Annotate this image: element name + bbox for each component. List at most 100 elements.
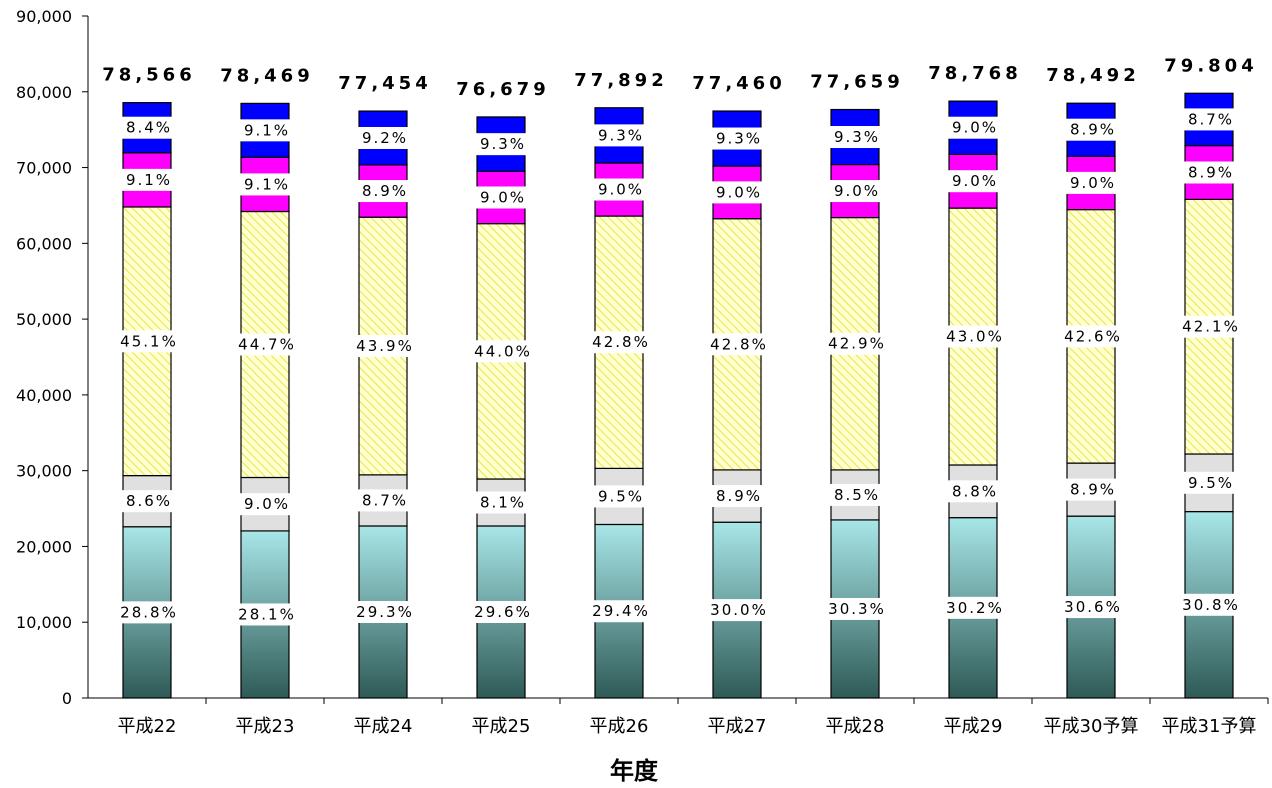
pct-label-bg: [107, 490, 187, 513]
pct-label: 9.1%: [244, 175, 290, 193]
total-label: 78,768: [928, 63, 1021, 84]
pct-label-bg: [697, 127, 777, 150]
pct-label: 43.9%: [356, 337, 414, 355]
pct-label-bg: [225, 603, 305, 626]
pct-label: 28.8%: [120, 603, 178, 621]
pct-label: 43.0%: [946, 328, 1004, 346]
pct-label-bg: [107, 601, 187, 624]
pct-label-bg: [1051, 171, 1131, 194]
pct-label-bg: [461, 491, 541, 514]
pct-label: 42.1%: [1182, 318, 1240, 336]
pct-label-bg: [579, 178, 659, 201]
x-tick-label: 平成25: [472, 716, 531, 737]
pct-label: 9.0%: [952, 119, 998, 137]
pct-label-bg: [697, 333, 777, 356]
total-label: 78,469: [220, 65, 313, 86]
pct-label-bg: [1051, 118, 1131, 141]
pct-label-bg: [579, 331, 659, 354]
total-label: 77,454: [338, 73, 431, 94]
total-label: 77,892: [574, 70, 667, 91]
pct-label: 9.0%: [244, 495, 290, 513]
pct-label: 8.9%: [1070, 121, 1116, 139]
y-tick-label: 60,000: [16, 234, 72, 253]
pct-label: 30.6%: [1064, 598, 1122, 616]
pct-label: 29.6%: [474, 603, 532, 621]
pct-label: 8.5%: [834, 486, 880, 504]
pct-label-bg: [343, 335, 423, 358]
pct-label: 29.3%: [356, 603, 414, 621]
pct-label-bg: [343, 489, 423, 512]
y-tick-label: 90,000: [16, 7, 72, 26]
pct-label-bg: [815, 332, 895, 355]
x-tick-label: 平成24: [354, 716, 413, 737]
pct-label-bg: [1169, 315, 1249, 338]
pct-label: 42.9%: [828, 335, 886, 353]
pct-label: 30.3%: [828, 600, 886, 618]
x-tick-label: 平成28: [826, 716, 885, 737]
pct-label-bg: [107, 168, 187, 191]
pct-label: 28.1%: [238, 605, 296, 623]
pct-label-bg: [579, 600, 659, 623]
total-label: 79.804: [1164, 55, 1257, 76]
pct-label-bg: [343, 126, 423, 149]
pct-label-bg: [697, 181, 777, 204]
pct-label: 29.4%: [592, 602, 650, 620]
total-label: 78,492: [1046, 65, 1139, 86]
pct-label: 8.4%: [126, 119, 172, 137]
x-tick-label: 平成27: [708, 716, 767, 737]
pct-label: 8.9%: [716, 487, 762, 505]
pct-label: 9.0%: [480, 188, 526, 206]
pct-label-bg: [933, 480, 1013, 503]
labels: 28.8% 8.6% 45.1% 9.1% 8.4% 78,566 28.1% 9.0% 44.…: [102, 55, 1257, 626]
axes: 0 10,000 20,000 30,000 40,000 50,000 60,000 70,…: [16, 7, 1269, 737]
pct-label: 42.6%: [1064, 327, 1122, 345]
pct-label-bg: [1169, 471, 1249, 494]
pct-label: 9.0%: [952, 172, 998, 190]
pct-label: 9.5%: [598, 487, 644, 505]
pct-label: 44.0%: [474, 342, 532, 360]
y-tick-label: 50,000: [16, 310, 72, 329]
pct-label: 8.9%: [1070, 481, 1116, 499]
y-tick-label: 10,000: [16, 613, 72, 632]
pct-label: 8.8%: [952, 482, 998, 500]
pct-label-bg: [1169, 108, 1249, 131]
total-label: 77,659: [810, 72, 903, 93]
pct-label: 9.1%: [126, 171, 172, 189]
pct-label: 30.0%: [710, 601, 768, 619]
pct-label-bg: [225, 333, 305, 356]
pct-label: 9.1%: [244, 121, 290, 139]
pct-label: 8.9%: [362, 182, 408, 200]
x-axis-title: 年度: [610, 757, 659, 785]
pct-label: 30.2%: [946, 599, 1004, 617]
pct-label-bg: [225, 493, 305, 516]
y-tick-label: 0: [62, 689, 72, 708]
pct-label: 45.1%: [120, 332, 178, 350]
y-tick-label: 30,000: [16, 462, 72, 481]
pct-label: 8.1%: [480, 493, 526, 511]
pct-label-bg: [815, 180, 895, 203]
y-tick-label: 20,000: [16, 537, 72, 556]
pct-label: 9.5%: [1188, 474, 1234, 492]
pct-label: 8.7%: [1188, 110, 1234, 128]
y-tick-label: 40,000: [16, 386, 72, 405]
pct-label-bg: [461, 340, 541, 363]
pct-label: 9.3%: [716, 130, 762, 148]
pct-label: 9.0%: [1070, 174, 1116, 192]
pct-label-bg: [107, 116, 187, 139]
pct-label: 9.0%: [716, 183, 762, 201]
pct-label-bg: [461, 600, 541, 623]
pct-label: 8.7%: [362, 491, 408, 509]
pct-label-bg: [1051, 596, 1131, 619]
x-tick-label: 平成30予算: [1044, 716, 1139, 737]
pct-label-bg: [815, 126, 895, 149]
total-label: 77,460: [692, 73, 785, 94]
pct-label-bg: [1051, 478, 1131, 501]
y-tick-label: 80,000: [16, 83, 72, 102]
pct-label-bg: [815, 597, 895, 620]
pct-label-bg: [933, 325, 1013, 348]
pct-label-bg: [933, 170, 1013, 193]
x-tick-label: 平成29: [944, 716, 1003, 737]
pct-label-bg: [1051, 325, 1131, 348]
pct-label-bg: [697, 485, 777, 508]
